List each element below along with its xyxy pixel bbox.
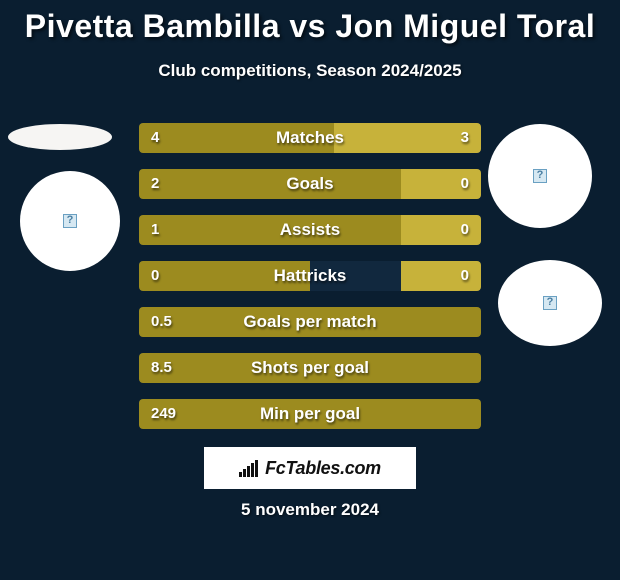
stat-bar-left xyxy=(139,261,310,291)
date-text: 5 november 2024 xyxy=(0,500,620,520)
stat-row: Goals per match0.5 xyxy=(139,307,481,337)
stats-container: Matches43Goals20Assists10Hattricks00Goal… xyxy=(139,123,481,445)
player1-name: Pivetta Bambilla xyxy=(25,8,280,44)
stat-bar-left xyxy=(139,399,481,429)
stat-value-right: 0 xyxy=(461,261,469,291)
stat-row: Hattricks00 xyxy=(139,261,481,291)
stat-bar-left xyxy=(139,353,481,383)
stat-value-right: 0 xyxy=(461,169,469,199)
vs-text: vs xyxy=(289,8,326,44)
stat-bar-left xyxy=(139,307,481,337)
stat-bar-right xyxy=(334,123,481,153)
stat-value-left: 0.5 xyxy=(151,307,172,337)
stat-row: Min per goal249 xyxy=(139,399,481,429)
player2-club-badge xyxy=(498,260,602,346)
unknown-badge-icon xyxy=(543,296,557,310)
stat-bar-left xyxy=(139,215,401,245)
stat-value-left: 1 xyxy=(151,215,159,245)
player2-photo xyxy=(488,124,592,228)
unknown-photo-icon xyxy=(533,169,547,183)
stat-row: Assists10 xyxy=(139,215,481,245)
stat-value-left: 249 xyxy=(151,399,176,429)
stat-value-left: 4 xyxy=(151,123,159,153)
comparison-title: Pivetta Bambilla vs Jon Miguel Toral xyxy=(0,0,620,45)
player1-club-badge xyxy=(20,171,120,271)
stat-value-left: 2 xyxy=(151,169,159,199)
player1-photo xyxy=(8,124,112,150)
stat-bar-left xyxy=(139,123,334,153)
unknown-badge-icon xyxy=(63,214,77,228)
stat-bar-left xyxy=(139,169,401,199)
logo-text: FcTables.com xyxy=(265,458,381,479)
stat-value-left: 8.5 xyxy=(151,353,172,383)
player2-name: Jon Miguel Toral xyxy=(335,8,595,44)
subtitle: Club competitions, Season 2024/2025 xyxy=(0,61,620,81)
stat-value-left: 0 xyxy=(151,261,159,291)
stat-row: Goals20 xyxy=(139,169,481,199)
stat-row: Matches43 xyxy=(139,123,481,153)
stat-row: Shots per goal8.5 xyxy=(139,353,481,383)
logo-bars-icon xyxy=(239,459,261,477)
stat-value-right: 0 xyxy=(461,215,469,245)
stat-value-right: 3 xyxy=(461,123,469,153)
logo-box: FcTables.com xyxy=(204,447,416,489)
